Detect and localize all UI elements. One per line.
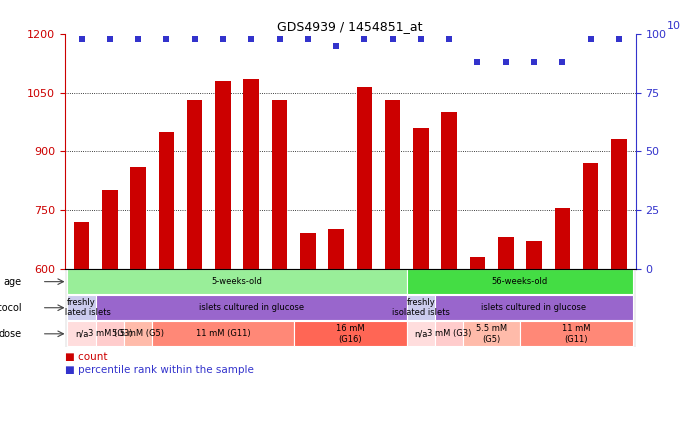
Bar (407, 321, 435, 346)
Bar (96, 295, 407, 320)
Text: freshly
isolated islets: freshly isolated islets (392, 298, 450, 317)
Bar (131, 167, 146, 269)
Point (444, 35, 455, 42)
Text: n/a: n/a (75, 330, 88, 338)
Bar (526, 241, 542, 269)
Title: GDS4939 / 1454851_at: GDS4939 / 1454851_at (277, 20, 423, 33)
Bar (272, 100, 287, 269)
Point (613, 35, 624, 42)
Point (218, 35, 228, 42)
Text: 5.5 mM (G5): 5.5 mM (G5) (112, 330, 164, 338)
Text: dose: dose (0, 329, 22, 339)
Bar (215, 81, 231, 269)
Bar (96, 321, 124, 346)
Point (274, 35, 285, 42)
Bar (67, 269, 407, 294)
Point (161, 35, 172, 42)
Point (330, 42, 341, 49)
Point (105, 35, 116, 42)
Text: 11 mM (G11): 11 mM (G11) (196, 330, 250, 338)
Text: protocol: protocol (0, 303, 22, 313)
Text: age: age (3, 277, 22, 287)
Bar (187, 100, 203, 269)
Text: 56-weeks-old: 56-weeks-old (492, 277, 548, 286)
Point (500, 59, 511, 66)
Point (415, 35, 426, 42)
Bar (611, 140, 626, 269)
Bar (463, 321, 520, 346)
Point (189, 35, 200, 42)
Bar (152, 321, 294, 346)
Bar (554, 208, 570, 269)
Text: islets cultured in glucose: islets cultured in glucose (199, 303, 304, 312)
Point (76, 35, 87, 42)
Text: 5.5 mM
(G5): 5.5 mM (G5) (476, 324, 507, 343)
Text: 3 mM (G3): 3 mM (G3) (88, 330, 132, 338)
Bar (356, 87, 372, 269)
Bar (243, 79, 259, 269)
Text: 100%: 100% (667, 22, 680, 31)
Bar (583, 163, 598, 269)
Bar (294, 321, 407, 346)
Text: ■ count: ■ count (65, 352, 107, 363)
Bar (328, 229, 344, 269)
Text: 16 mM
(G16): 16 mM (G16) (336, 324, 364, 343)
Bar (67, 321, 96, 346)
Text: freshly
isolated islets: freshly isolated islets (52, 298, 111, 317)
Text: n/a: n/a (414, 330, 428, 338)
Point (387, 35, 398, 42)
Point (303, 35, 313, 42)
Point (585, 35, 596, 42)
Bar (407, 295, 435, 320)
Bar (441, 112, 457, 269)
Bar (102, 190, 118, 269)
Bar (520, 321, 633, 346)
Bar (470, 257, 486, 269)
Bar (385, 100, 401, 269)
Point (359, 35, 370, 42)
Point (557, 59, 568, 66)
Point (245, 35, 256, 42)
Point (528, 59, 539, 66)
Bar (435, 295, 633, 320)
Bar (74, 222, 89, 269)
Point (472, 59, 483, 66)
Bar (67, 295, 96, 320)
Bar (300, 233, 316, 269)
Bar (498, 237, 513, 269)
Text: islets cultured in glucose: islets cultured in glucose (481, 303, 587, 312)
Bar (158, 132, 174, 269)
Bar (407, 269, 633, 294)
Text: 3 mM (G3): 3 mM (G3) (427, 330, 471, 338)
Bar (413, 128, 428, 269)
Point (133, 35, 143, 42)
Bar (435, 321, 463, 346)
Text: 5-weeks-old: 5-weeks-old (211, 277, 262, 286)
Text: ■ percentile rank within the sample: ■ percentile rank within the sample (65, 365, 254, 375)
Text: 11 mM
(G11): 11 mM (G11) (562, 324, 591, 343)
Bar (124, 321, 152, 346)
